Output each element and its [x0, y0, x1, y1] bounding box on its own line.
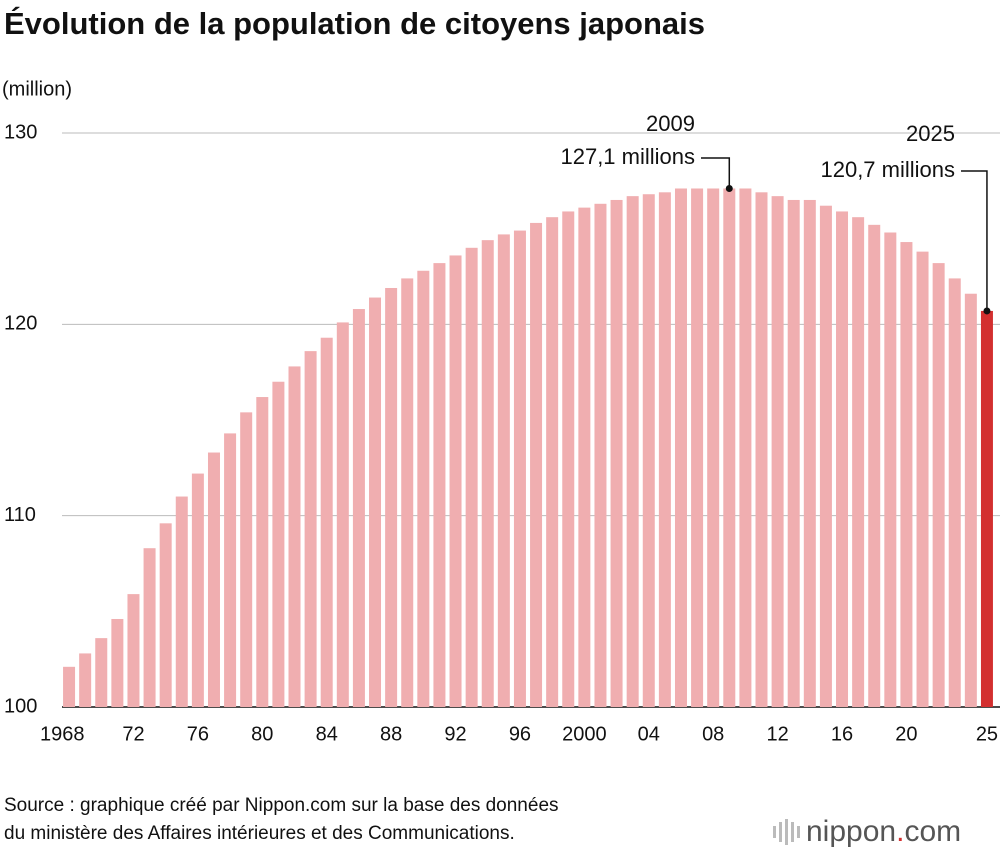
- logo-part: nippon: [806, 815, 896, 848]
- bar: [546, 217, 559, 708]
- x-tick-label: 08: [702, 723, 724, 745]
- bar: [256, 397, 269, 707]
- logo-part: .: [896, 815, 904, 848]
- y-tick-label: 100: [4, 695, 37, 717]
- x-tick-label: 25: [976, 723, 998, 745]
- x-tick-label: 16: [831, 723, 853, 745]
- bar: [369, 297, 382, 707]
- x-tick-label: 92: [444, 723, 466, 745]
- leader-line: [961, 170, 988, 311]
- bar: [739, 188, 752, 707]
- bar: [191, 473, 204, 707]
- bar: [932, 263, 945, 707]
- bar: [626, 196, 639, 707]
- bar: [127, 594, 140, 707]
- bar: [755, 192, 768, 707]
- x-tick-label: 88: [380, 723, 402, 745]
- bar: [787, 199, 800, 707]
- bar: [771, 196, 784, 707]
- x-tick-label: 96: [509, 723, 531, 745]
- bar: [433, 263, 446, 707]
- y-tick-label: 120: [4, 313, 37, 335]
- bar: [948, 278, 961, 707]
- annotation-year: 2025: [906, 121, 955, 146]
- leader-line: [701, 157, 731, 189]
- x-tick-label: 72: [122, 723, 144, 745]
- bar: [304, 351, 317, 707]
- bar: [449, 255, 462, 707]
- logo-part: com: [904, 815, 961, 848]
- annotation-text: 120,7 millions: [820, 157, 955, 182]
- bar: [578, 207, 591, 707]
- chart-title: Évolution de la population de citoyens j…: [4, 6, 705, 41]
- bar: [819, 205, 832, 707]
- y-tick-label: 130: [4, 121, 37, 143]
- x-tick-label: 04: [638, 723, 660, 745]
- bar: [401, 278, 414, 707]
- x-tick-label: 80: [251, 723, 273, 745]
- x-tick-label: 76: [187, 723, 209, 745]
- annotation-text: 127,1 millions: [560, 144, 695, 169]
- bar: [658, 192, 671, 707]
- bar: [707, 188, 720, 707]
- bar: [111, 618, 124, 707]
- bar: [513, 230, 526, 707]
- unit-label: (million): [2, 78, 72, 100]
- bar: [900, 242, 913, 707]
- bar: [642, 194, 655, 707]
- bar: [224, 433, 237, 707]
- bar: [385, 287, 398, 707]
- bar: [95, 638, 108, 707]
- source-line: Source : graphique créé par Nippon.com s…: [4, 795, 559, 816]
- bar: [691, 188, 704, 707]
- bar: [610, 199, 623, 707]
- x-tick-label: 1968: [40, 723, 85, 745]
- bar: [803, 199, 816, 707]
- source-line: du ministère des Affaires intérieures et…: [4, 823, 515, 844]
- bar: [594, 203, 607, 707]
- bar: [852, 217, 865, 708]
- bar: [272, 381, 285, 707]
- x-tick-label: 84: [316, 723, 338, 745]
- leader-dot: [725, 184, 733, 192]
- bar: [352, 309, 365, 707]
- bar: [884, 232, 897, 707]
- leader-dot: [983, 307, 991, 315]
- bar: [417, 270, 430, 707]
- bar: [868, 224, 881, 707]
- bar: [481, 240, 494, 707]
- bar: [980, 310, 993, 707]
- bar: [79, 653, 92, 707]
- bar: [562, 211, 575, 708]
- bar: [530, 222, 543, 707]
- bar: [159, 523, 172, 707]
- bar: [964, 293, 977, 707]
- bar: [836, 211, 849, 708]
- bar: [320, 337, 333, 707]
- bar: [63, 666, 76, 707]
- bar: [175, 496, 188, 707]
- bar: [336, 322, 349, 707]
- bar: [143, 548, 156, 707]
- logo-mark: [773, 819, 800, 845]
- bar: [465, 247, 478, 708]
- x-tick-label: 2000: [562, 723, 607, 745]
- bar: [207, 452, 220, 707]
- bar: [288, 366, 301, 707]
- bar: [723, 188, 736, 707]
- annotation-year: 2009: [646, 111, 695, 136]
- bar: [497, 234, 510, 707]
- bar: [916, 251, 929, 708]
- x-tick-label: 12: [766, 723, 788, 745]
- y-tick-label: 110: [4, 504, 36, 526]
- bar: [674, 188, 687, 707]
- logo: nippon.com: [806, 815, 961, 848]
- bar: [240, 412, 253, 707]
- x-tick-label: 20: [895, 723, 917, 745]
